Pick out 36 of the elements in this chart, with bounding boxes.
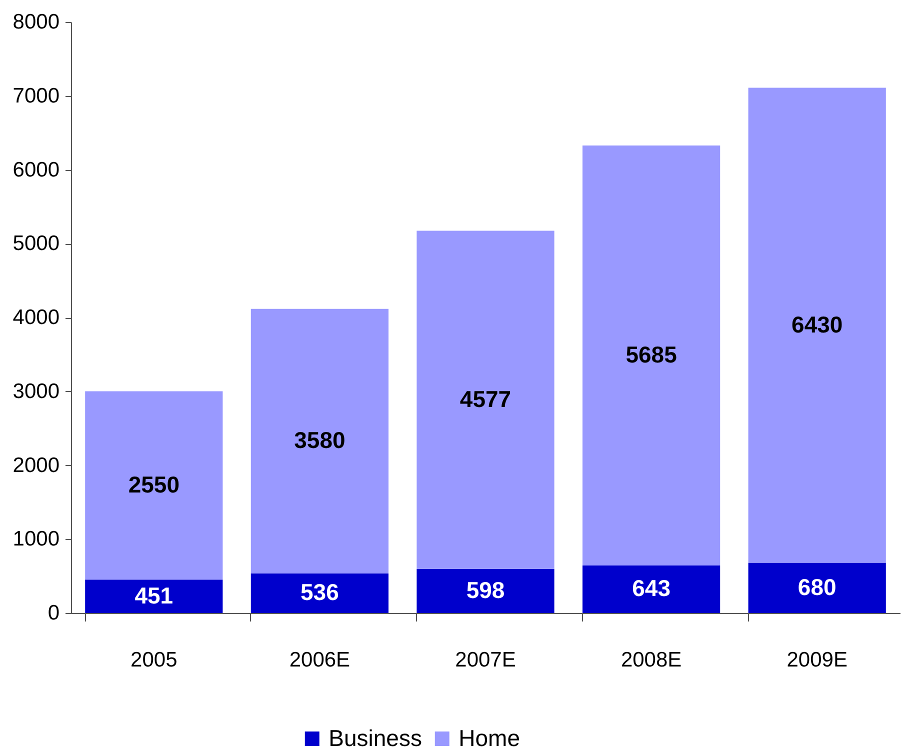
data-label: 2550 [128,471,180,498]
y-tick-label: 2000 [12,454,60,477]
x-tick-label: 2007E [455,648,516,672]
data-label: 5685 [626,342,678,368]
data-label: 643 [632,575,670,602]
x-tick-label: 2009E [786,648,848,672]
data-label: 6430 [792,311,843,338]
bar [582,566,720,613]
data-label: 451 [134,582,174,608]
x-tick-label: 2005 [130,648,178,672]
y-tick-label: 7000 [12,84,60,108]
bar [250,573,389,613]
data-label: 536 [300,579,339,606]
y-tick-label: 4000 [12,306,60,329]
bar [748,562,886,613]
y-tick-label: 3000 [12,380,60,403]
y-tick-label: 1000 [12,528,60,551]
y-tick-label: 8000 [12,10,60,34]
data-label: 4577 [460,386,512,412]
bar [416,568,554,613]
bar [748,88,886,563]
data-label: 3580 [294,427,346,454]
data-label: 680 [798,574,836,600]
data-label: 598 [466,576,505,603]
x-tick-label: 2006E [289,648,350,672]
legend-label: Business [328,724,422,751]
bar [85,391,223,580]
bar [582,146,720,566]
x-tick-label: 2008E [620,648,682,672]
bar [250,308,389,574]
bar [85,580,223,613]
y-tick-label: 6000 [12,158,60,182]
bar [416,230,554,569]
legend-label: Home [458,724,520,751]
y-tick-label: 0 [48,602,60,624]
y-tick-label: 5000 [12,232,60,256]
